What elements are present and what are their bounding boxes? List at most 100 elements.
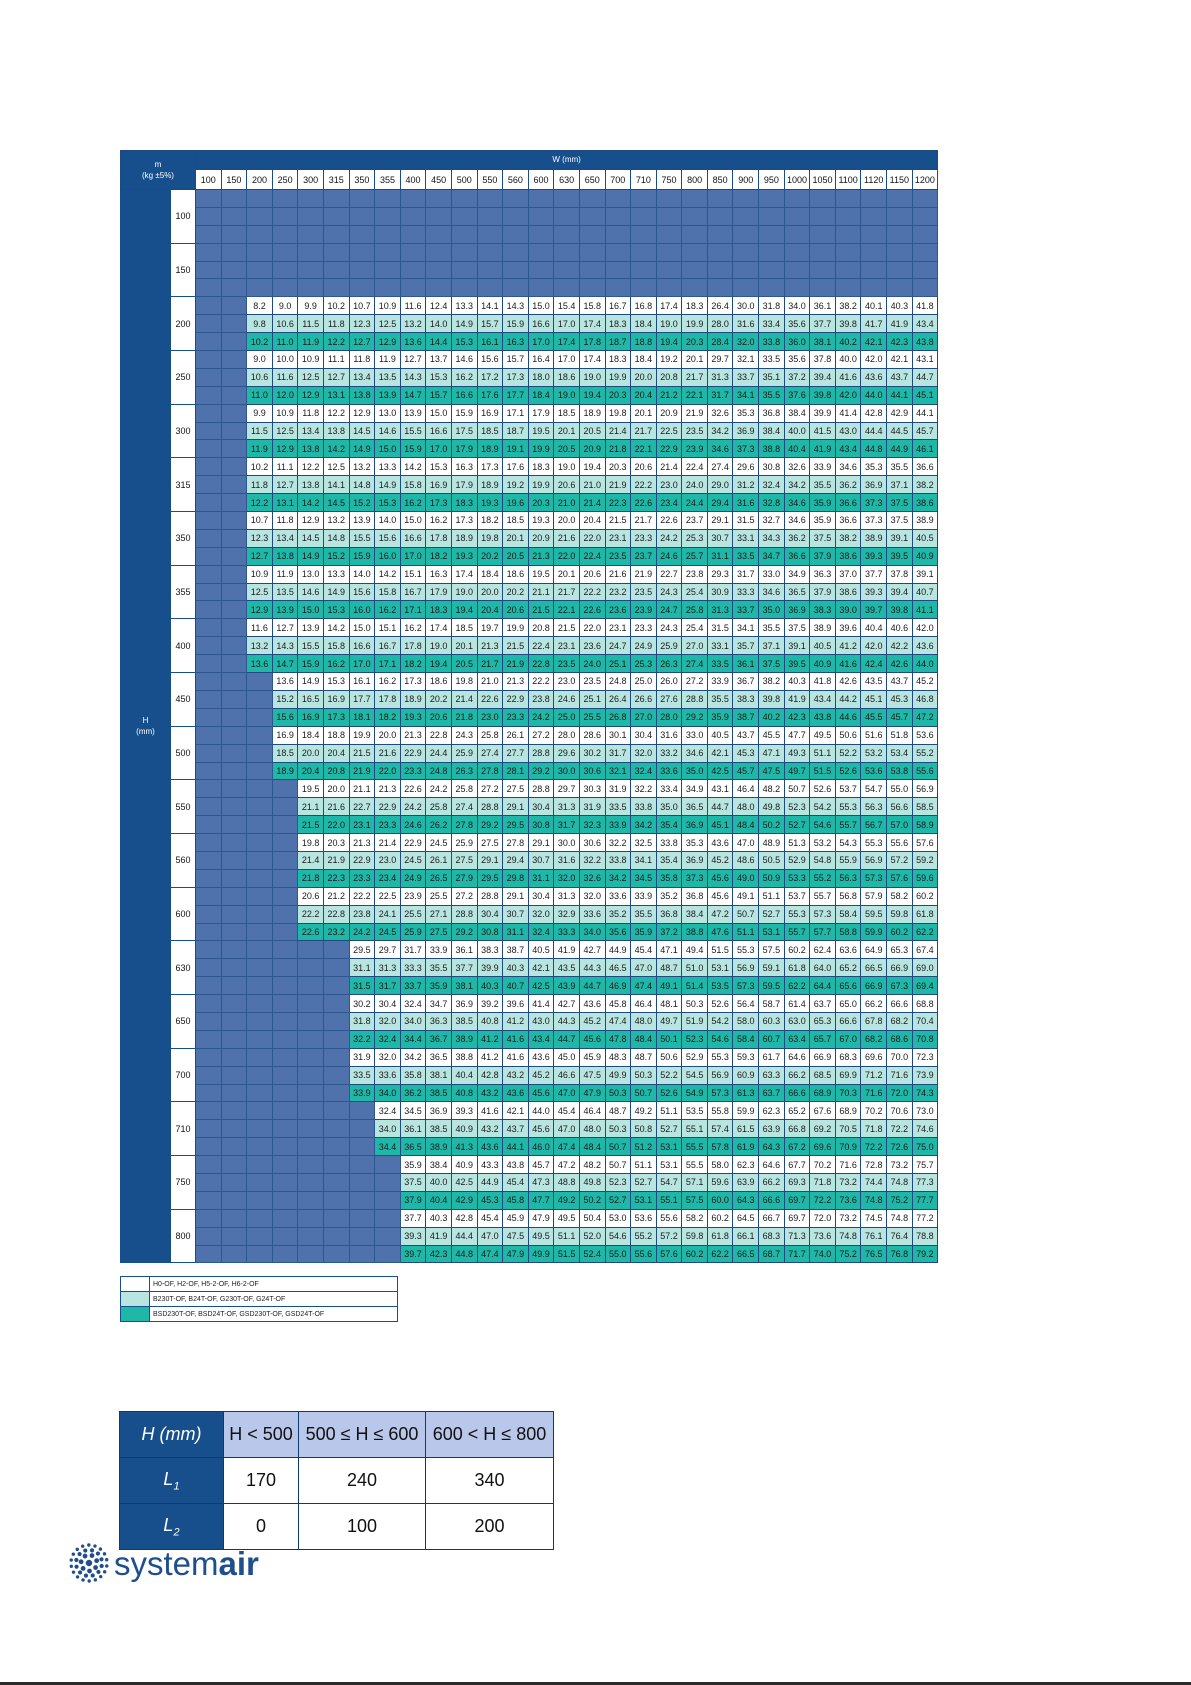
mass-cell: 23.1 [348, 815, 376, 835]
mass-cell: 10.6 [271, 314, 299, 334]
empty-cell [374, 189, 401, 208]
empty-cell [297, 242, 324, 262]
mass-cell: 76.1 [860, 1226, 888, 1246]
empty-cell [578, 260, 606, 280]
mass-cell: 36.7 [732, 672, 760, 691]
empty-cell [297, 1119, 324, 1139]
mass-cell: 45.1 [911, 385, 939, 405]
empty-cell [220, 1244, 248, 1264]
mass-cell: 43.4 [527, 1029, 555, 1049]
mass-cell: 22.2 [297, 904, 324, 924]
mass-cell: 26.8 [604, 707, 632, 727]
mass-cell: 16.5 [297, 689, 324, 709]
empty-cell [246, 779, 273, 799]
empty-cell [348, 242, 376, 262]
mass-cell: 37.9 [399, 1190, 427, 1210]
mass-cell: 47.0 [553, 1119, 580, 1139]
empty-cell [681, 242, 708, 262]
mass-cell: 66.2 [783, 1065, 811, 1085]
mass-cell: 25.9 [399, 922, 427, 942]
mass-cell: 21.4 [297, 850, 324, 870]
mass-cell: 28.8 [450, 904, 478, 924]
mass-cell: 22.9 [502, 689, 529, 709]
mass-cell: 62.2 [783, 976, 811, 996]
empty-cell [195, 260, 222, 280]
mass-cell: 38.1 [809, 332, 836, 352]
mass-cell: 55.6 [655, 1208, 683, 1228]
empty-cell [220, 654, 248, 674]
mass-cell: 50.7 [630, 1083, 657, 1103]
mass-cell: 36.6 [834, 493, 862, 513]
empty-cell [195, 833, 222, 852]
mass-cell: 57.5 [681, 1190, 708, 1210]
mass-cell: 40.4 [860, 618, 888, 638]
mass-cell: 36.9 [681, 815, 708, 835]
mass-cell: 40.4 [450, 1065, 478, 1085]
mass-cell: 31.9 [604, 779, 632, 799]
mass-cell: 14.9 [297, 546, 324, 566]
empty-cell [271, 868, 299, 888]
mass-cell: 31.8 [758, 296, 785, 316]
mass-cell: 34.4 [374, 1137, 401, 1157]
mass-cell: 12.9 [271, 439, 299, 459]
mass-cell: 52.7 [758, 904, 785, 924]
mass-cell: 38.2 [758, 672, 785, 691]
empty-cell [322, 1101, 350, 1121]
mass-cell: 12.7 [348, 332, 376, 352]
table-row: 22.2 22.8 23.8 24.1 25.5 27.1 28.8 30.4 30.7 32.0… [121, 904, 939, 924]
mass-cell: 36.9 [860, 475, 888, 495]
mass-cell: 34.2 [604, 868, 632, 888]
mass-cell: 41.3 [450, 1137, 478, 1157]
mass-cell: 39.7 [399, 1244, 427, 1264]
empty-cell [578, 206, 606, 226]
mass-cell: 46.8 [911, 689, 939, 709]
height-header: 630 [170, 940, 196, 996]
empty-cell [246, 725, 273, 745]
mass-cell: 45.2 [911, 672, 939, 691]
mass-cell: 27.8 [450, 815, 478, 835]
mass-cell: 29.7 [374, 940, 401, 960]
mass-cell: 10.2 [322, 296, 350, 316]
empty-cell [476, 242, 504, 262]
empty-cell [783, 260, 811, 280]
width-header: 850 [706, 169, 734, 190]
empty-cell [553, 242, 580, 262]
legend-item: H0-OF, H2-OF, H5-2-OF, H6-2-OF [120, 1276, 398, 1292]
mass-cell: 16.7 [374, 636, 401, 656]
empty-cell [322, 1047, 350, 1067]
mass-cell: 51.5 [553, 1244, 580, 1264]
empty-cell [783, 206, 811, 226]
empty-cell [604, 224, 632, 244]
empty-cell [195, 1208, 222, 1228]
mass-cell: 23.0 [655, 475, 683, 495]
mass-cell: 45.8 [604, 994, 632, 1013]
mass-cell: 18.6 [502, 564, 529, 584]
empty-cell [322, 940, 350, 960]
mass-cell: 18.4 [476, 564, 504, 584]
mass-cell: 69.6 [860, 1047, 888, 1067]
mass-cell: 31.6 [732, 493, 760, 513]
mass-cell: 56.3 [860, 797, 888, 817]
mass-cell: 54.2 [809, 797, 836, 817]
mass-cell: 42.8 [450, 1208, 478, 1228]
mass-cell: 41.9 [783, 689, 811, 709]
empty-cell [220, 314, 248, 334]
width-header: 450 [425, 169, 452, 190]
mass-cell: 39.4 [809, 367, 836, 387]
mass-cell: 52.3 [681, 1029, 708, 1049]
mass-cell: 74.4 [860, 1172, 888, 1192]
empty-cell [399, 189, 427, 208]
empty-cell [271, 1190, 299, 1210]
mass-cell: 20.3 [527, 493, 555, 513]
empty-cell [246, 886, 273, 906]
col-header-3: 600 < H ≤ 800 [425, 1411, 554, 1458]
width-header: 710 [630, 169, 657, 190]
mass-cell: 12.5 [374, 314, 401, 334]
empty-cell [220, 189, 248, 208]
mass-cell: 17.5 [450, 421, 478, 441]
empty-cell [246, 904, 273, 924]
mass-cell: 14.9 [297, 672, 324, 691]
mass-cell: 65.0 [834, 994, 862, 1013]
mass-cell: 58.7 [758, 994, 785, 1013]
mass-cell: 47.4 [553, 1137, 580, 1157]
